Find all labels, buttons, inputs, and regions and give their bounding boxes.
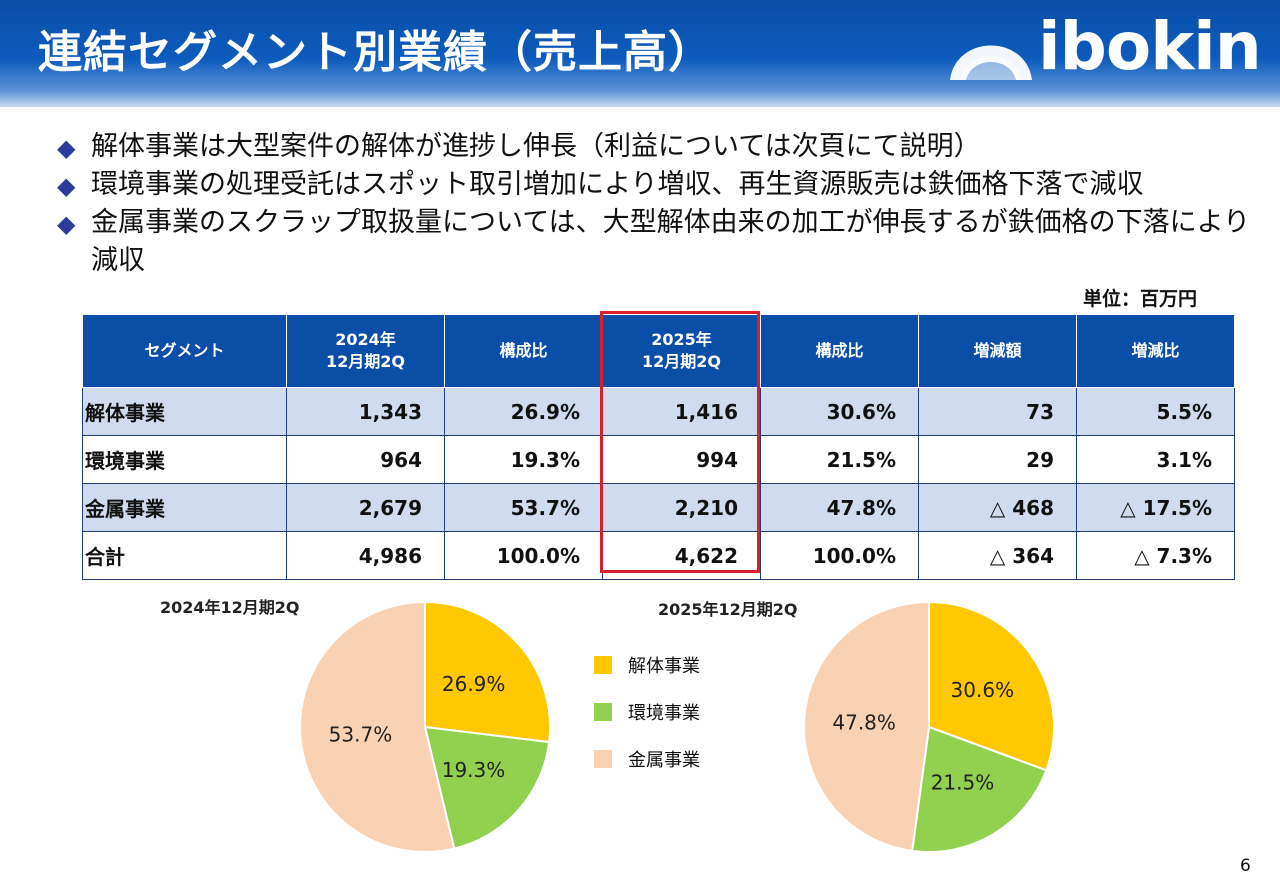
table-cell: 26.9% — [444, 387, 603, 436]
bullet-text: 金属事業のスクラップ取扱量については、大型解体由来の加工が伸長するが鉄価格の下落… — [91, 207, 1251, 276]
pie-chart-2024: 26.9% 19.3% 53.7% — [299, 600, 551, 853]
table-cell: △ 7.3% — [1076, 531, 1235, 580]
legend-swatch — [594, 703, 612, 721]
header-2025: 2025年 12月期2Q — [602, 314, 761, 388]
legend-label: 環境事業 — [628, 703, 700, 724]
table-cell: 964 — [286, 435, 445, 484]
pie-label-environment: 21.5% — [931, 771, 995, 795]
table-cell: 4,986 — [286, 531, 445, 580]
pie-label-demolition: 30.6% — [951, 678, 1015, 702]
pie-label-metal: 47.8% — [832, 711, 896, 735]
table-cell: 19.3% — [444, 435, 603, 484]
table-row: 環境事業 964 19.3% 994 21.5% 29 3.1% — [82, 435, 1235, 484]
table-cell: 3.1% — [1076, 435, 1235, 484]
segment-name: 環境事業 — [82, 435, 287, 484]
legend-label: 解体事業 — [628, 656, 700, 677]
table-cell: 30.6% — [760, 387, 919, 436]
table-cell: 53.7% — [444, 483, 603, 532]
pie-slice-metal — [299, 600, 456, 853]
pie-slice-metal — [803, 600, 930, 852]
table-cell: 1,343 — [286, 387, 445, 436]
bullet-item: ◆ 金属事業のスクラップ取扱量については、大型解体由来の加工が伸長するが鉄価格の… — [55, 204, 1265, 280]
header-change-amount: 増減額 — [918, 314, 1077, 388]
table-cell: 47.8% — [760, 483, 919, 532]
table-cell: 994 — [602, 435, 761, 484]
bullet-list: ◆ 解体事業は大型案件の解体が進捗し伸長（利益については次頁にて説明） ◆ 環境… — [55, 128, 1265, 280]
pie-slice-demolition — [928, 600, 1055, 772]
pie-label-environment: 19.3% — [442, 758, 506, 782]
bullet-item: ◆ 解体事業は大型案件の解体が進捗し伸長（利益については次頁にて説明） — [55, 128, 1265, 166]
table-cell: 1,416 — [602, 387, 761, 436]
bullet-text: 環境事業の処理受託はスポット取引増加により増収、再生資源販売は鉄価格下落で減収 — [91, 169, 1144, 200]
highlight-box-2025 — [600, 311, 760, 573]
pie-slice-environment — [911, 725, 1048, 853]
logo-wordmark: ibokin — [1038, 8, 1262, 85]
header-ratio-2024: 構成比 — [444, 314, 603, 388]
table-cell: △ 17.5% — [1076, 483, 1235, 532]
legend-swatch — [594, 656, 612, 674]
legend-label: 金属事業 — [628, 750, 700, 771]
table-cell: 2,679 — [286, 483, 445, 532]
pie-label-metal: 53.7% — [329, 723, 393, 747]
table-row: 合計 4,986 100.0% 4,622 100.0% △ 364 △ 7.3… — [82, 531, 1235, 580]
company-logo: ibokin — [946, 8, 1266, 85]
diamond-bullet-icon: ◆ — [57, 134, 76, 162]
table-row: 解体事業 1,343 26.9% 1,416 30.6% 73 5.5% — [82, 387, 1235, 436]
pie-chart-2025: 30.6% 21.5% 47.8% — [803, 600, 1055, 853]
table-cell: 73 — [918, 387, 1077, 436]
pie-slice-demolition — [424, 600, 551, 744]
table-header-row: セグメント 2024年 12月期2Q 構成比 2025年 12月期2Q 構成比 … — [82, 314, 1235, 388]
table-cell: 100.0% — [444, 531, 603, 580]
table-cell: 29 — [918, 435, 1077, 484]
header-bar: 連結セグメント別業績（売上高） ibokin — [0, 0, 1280, 107]
table-cell: △ 468 — [918, 483, 1077, 532]
header-2024: 2024年 12月期2Q — [286, 314, 445, 388]
mountain-logo-icon — [950, 45, 1032, 80]
pie-title-2025: 2025年12月期2Q — [658, 600, 798, 619]
table-cell: 5.5% — [1076, 387, 1235, 436]
legend-swatch — [594, 750, 612, 768]
header-ratio-2025: 構成比 — [760, 314, 919, 388]
diamond-bullet-icon: ◆ — [57, 210, 76, 238]
unit-label: 単位：百万円 — [1083, 288, 1198, 310]
pie-slice-environment — [423, 725, 551, 850]
table-row: 金属事業 2,679 53.7% 2,210 47.8% △ 468 △ 17.… — [82, 483, 1235, 532]
bullet-item: ◆ 環境事業の処理受託はスポット取引増加により増収、再生資源販売は鉄価格下落で減… — [55, 166, 1265, 204]
page-number: 6 — [1240, 856, 1251, 876]
segment-table: セグメント 2024年 12月期2Q 構成比 2025年 12月期2Q 構成比 … — [82, 314, 1235, 580]
table-cell: 21.5% — [760, 435, 919, 484]
pie-label-demolition: 26.9% — [442, 672, 506, 696]
pie-title-2024: 2024年12月期2Q — [160, 598, 300, 617]
diamond-bullet-icon: ◆ — [57, 172, 76, 200]
segment-name: 合計 — [82, 531, 287, 580]
bullet-text: 解体事業は大型案件の解体が進捗し伸長（利益については次頁にて説明） — [91, 131, 981, 162]
table-cell: 100.0% — [760, 531, 919, 580]
page-title: 連結セグメント別業績（売上高） — [38, 27, 713, 78]
segment-name: 解体事業 — [82, 387, 287, 436]
header-change-rate: 増減比 — [1076, 314, 1235, 388]
segment-name: 金属事業 — [82, 483, 287, 532]
header-segment: セグメント — [82, 314, 287, 388]
table-cell: △ 364 — [918, 531, 1077, 580]
